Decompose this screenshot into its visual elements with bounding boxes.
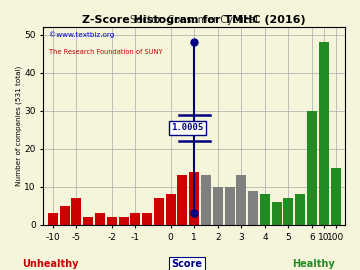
Bar [130,214,140,225]
Bar [83,217,93,225]
Bar [236,176,246,225]
Bar [225,187,235,225]
Bar [330,168,341,225]
Text: The Research Foundation of SUNY: The Research Foundation of SUNY [49,49,163,55]
Bar [213,187,223,225]
Bar [189,172,199,225]
Text: Unhealthy: Unhealthy [22,259,78,269]
Bar [118,217,129,225]
Bar [71,198,81,225]
Bar [107,217,117,225]
Bar [260,194,270,225]
Bar [177,176,188,225]
Bar [142,214,152,225]
Bar [48,214,58,225]
Bar [319,42,329,225]
Bar [307,111,317,225]
Bar [248,191,258,225]
Bar [272,202,282,225]
Bar [201,176,211,225]
Bar [154,198,164,225]
Text: ©www.textbiz.org: ©www.textbiz.org [49,31,115,38]
Text: Sector: Consumer Cyclical: Sector: Consumer Cyclical [130,15,258,25]
Bar [166,194,176,225]
Bar [60,206,69,225]
Bar [95,214,105,225]
Text: Score: Score [172,259,203,269]
Bar [295,194,305,225]
Text: Healthy: Healthy [292,259,334,269]
Title: Z-Score Histogram for TMHC (2016): Z-Score Histogram for TMHC (2016) [82,15,306,25]
Bar [283,198,293,225]
Text: 1.0005: 1.0005 [171,123,203,132]
Y-axis label: Number of companies (531 total): Number of companies (531 total) [15,66,22,186]
